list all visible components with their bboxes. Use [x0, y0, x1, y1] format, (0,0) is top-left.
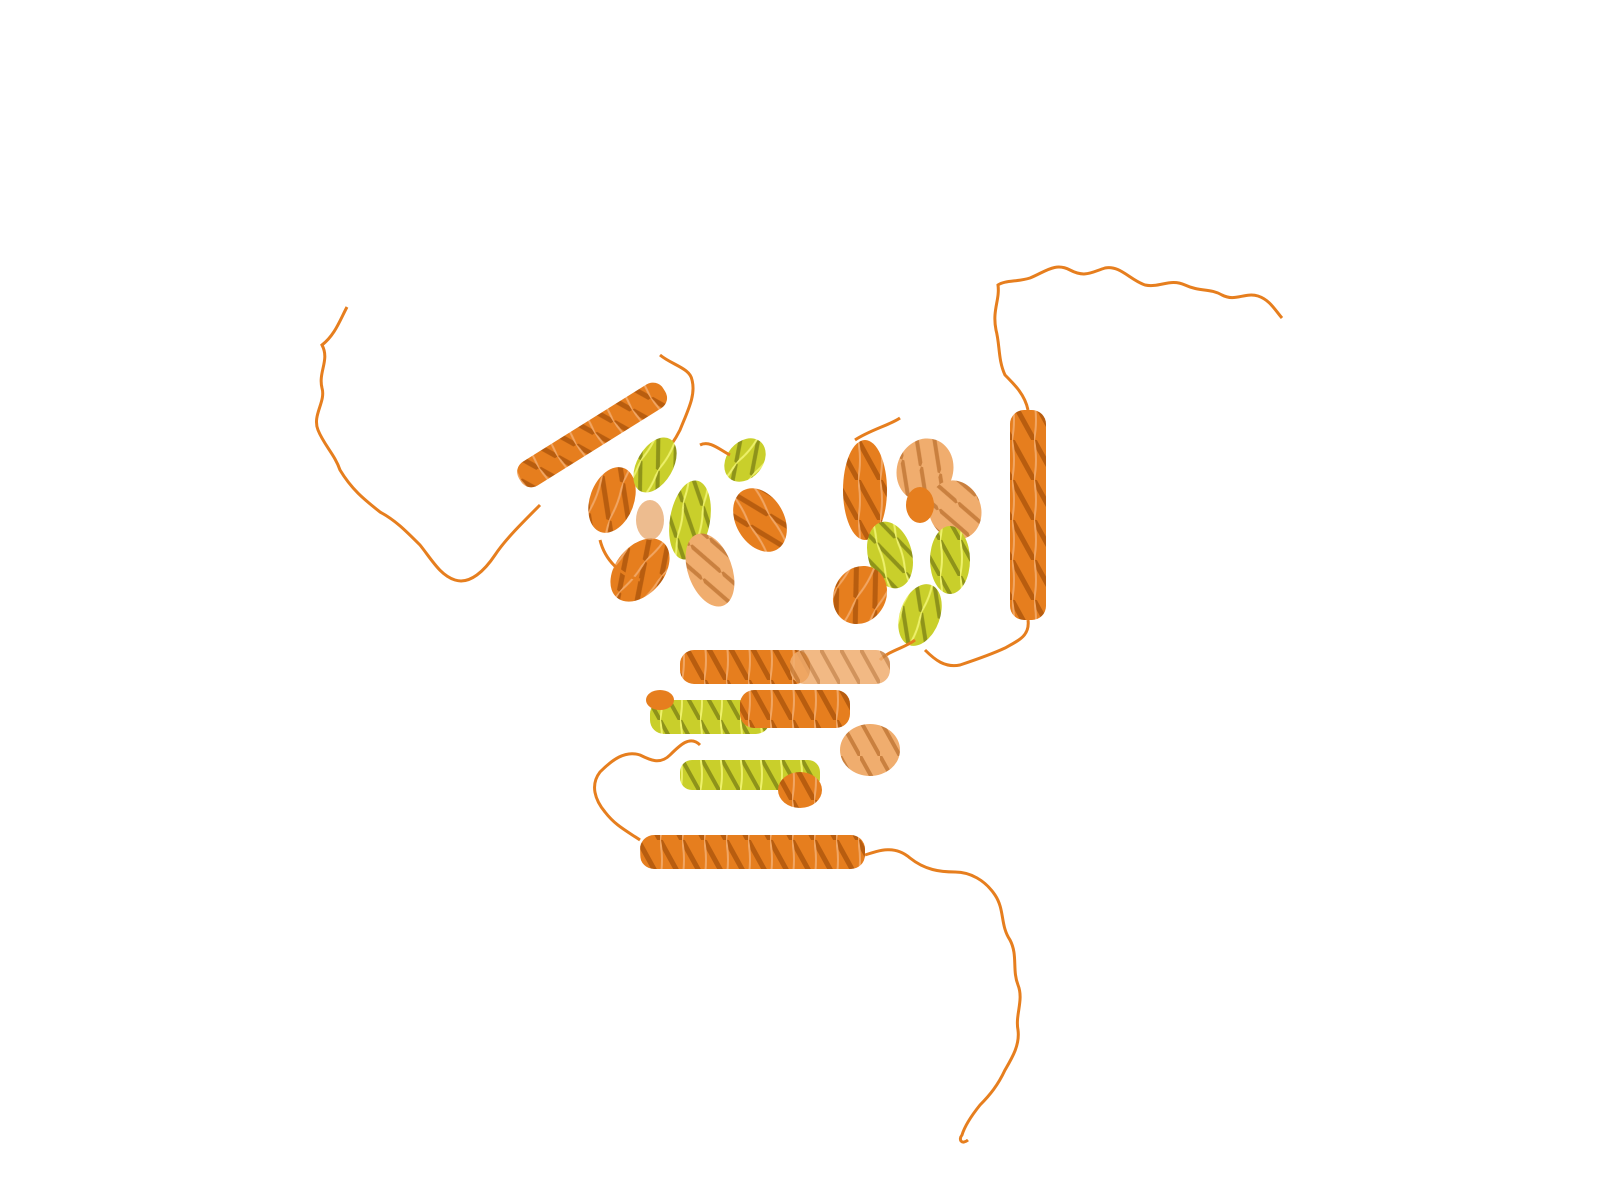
helix-upper-left — [517, 382, 668, 488]
loop-tail-bottom-right — [864, 848, 1022, 1144]
helix-bottom-long — [640, 835, 865, 869]
loop-tail-upper-left — [315, 306, 542, 583]
loop-bottom-left — [593, 739, 702, 842]
domain-right — [832, 416, 982, 662]
loop-right-lower — [923, 619, 1030, 668]
helix-right-vertical — [1010, 410, 1046, 620]
domain-bottom — [646, 650, 900, 808]
domain-upper-left — [588, 437, 787, 607]
loop-tail-upper-right — [993, 265, 1284, 411]
